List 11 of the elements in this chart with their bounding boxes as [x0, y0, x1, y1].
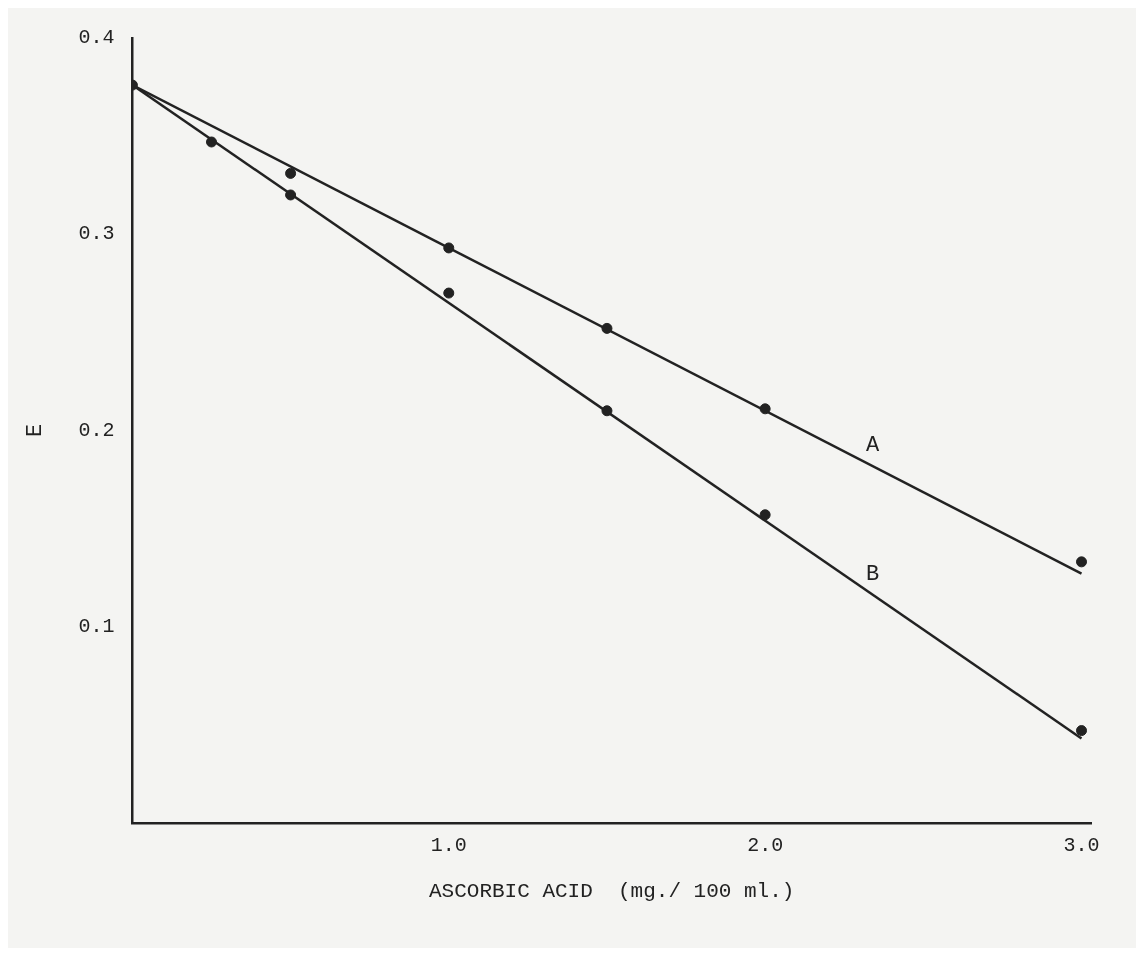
y-axis-title: E	[23, 423, 49, 437]
x-tick-label: 3.0	[1063, 834, 1100, 858]
x-tick-label: 1.0	[430, 834, 467, 858]
series-label: A	[866, 432, 881, 458]
y-tick-label: 0.2	[78, 418, 115, 442]
y-tick-label: 0.1	[78, 614, 115, 638]
x-tick-label: 2.0	[747, 834, 784, 858]
x-axis-title: ASCORBIC ACID (mg./ 100 ml.)	[428, 879, 795, 903]
y-tick-label: 0.3	[78, 222, 115, 246]
y-tick-label: 0.4	[78, 26, 115, 50]
series-label: B	[866, 561, 880, 587]
